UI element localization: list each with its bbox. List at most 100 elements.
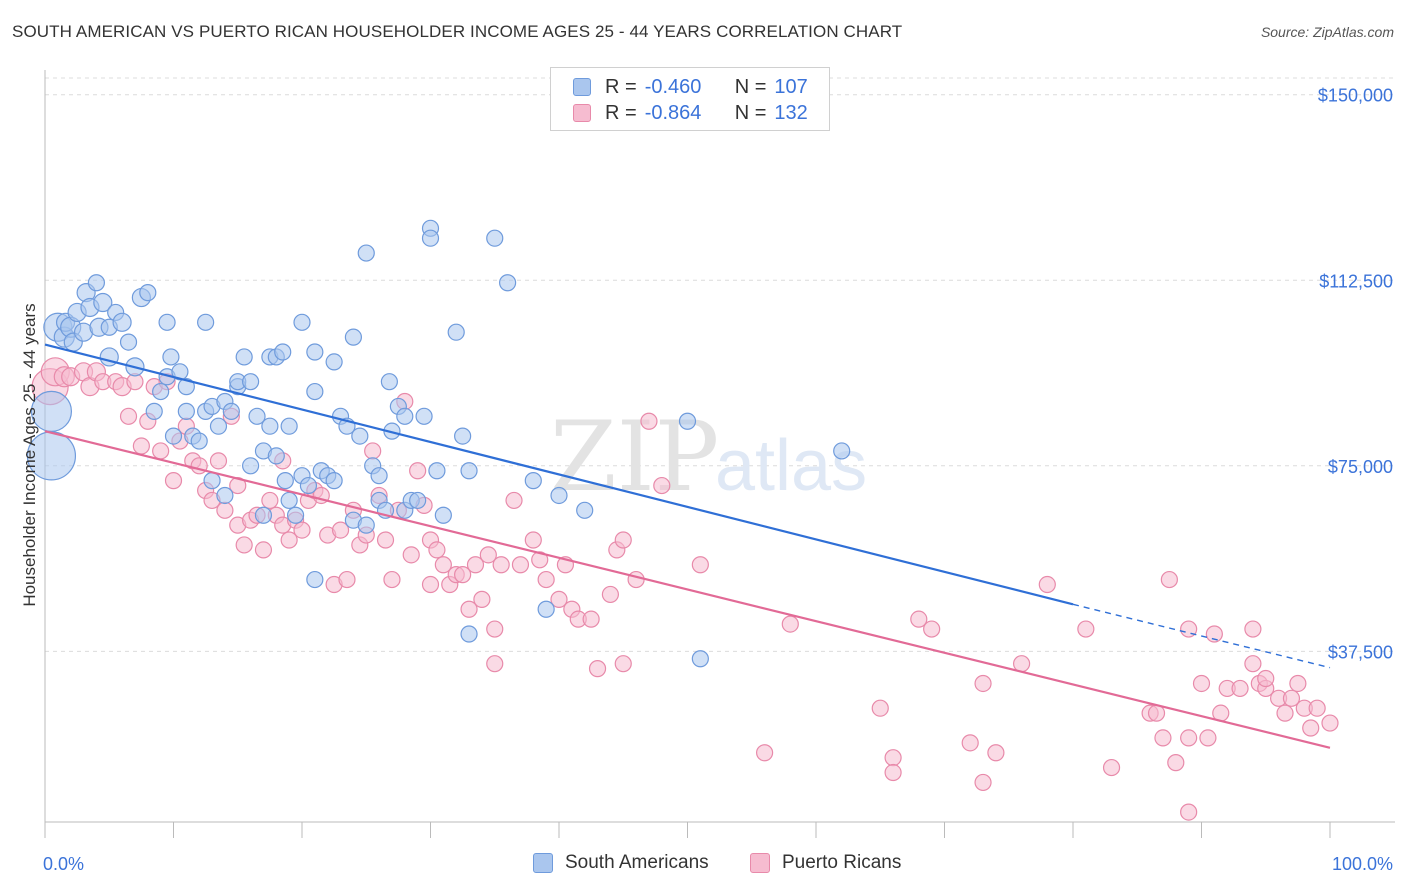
south-american-point	[460, 462, 478, 480]
puerto-rican-point	[1302, 719, 1320, 737]
legend-row-puerto-ricans: R = -0.864 N = 132	[573, 101, 808, 125]
puerto-rican-point	[254, 541, 273, 559]
bottom-legend-label: South Americans	[565, 852, 709, 873]
legend-n-label: N =	[734, 101, 767, 124]
y-tick-label: $150,000	[1318, 86, 1393, 106]
south-american-point	[280, 417, 298, 435]
puerto-rican-point	[1244, 655, 1262, 673]
puerto-rican-point	[524, 531, 542, 549]
puerto-rican-point	[492, 556, 510, 574]
south-american-point	[370, 467, 388, 485]
puerto-rican-point	[409, 462, 427, 480]
puerto-rican-point	[582, 610, 600, 628]
south-americans-points	[26, 219, 851, 668]
puerto-rican-point	[209, 452, 228, 470]
puerto-rican-point	[1231, 679, 1249, 698]
y-tick-label: $37,500	[1328, 642, 1393, 662]
south-american-point	[447, 323, 465, 341]
puerto-rican-point	[383, 570, 401, 589]
puerto-rican-point	[884, 749, 902, 767]
south-american-point	[286, 506, 305, 524]
puerto-rican-point	[505, 491, 523, 510]
puerto-rican-point	[1205, 625, 1223, 643]
puerto-rican-point	[235, 536, 253, 554]
south-american-point	[139, 284, 157, 302]
y-tick-label: $112,500	[1319, 271, 1393, 291]
south-american-point	[274, 343, 292, 361]
puerto-rican-point	[331, 521, 350, 539]
south-americans-trend-extension	[1072, 603, 1331, 669]
legend-n-label: N =	[734, 75, 767, 98]
legend-row-south-americans: R = -0.460 N = 107	[573, 75, 808, 99]
puerto-rican-point	[974, 674, 992, 693]
watermark: ZIP atlas	[550, 401, 867, 513]
south-american-point	[344, 328, 362, 346]
y-axis-label: Householder Income Ages 25 - 44 years	[20, 303, 39, 606]
puerto-rican-point	[640, 412, 658, 430]
puerto-rican-point	[1180, 729, 1198, 747]
puerto-rican-point	[537, 570, 555, 589]
south-american-point	[325, 472, 343, 490]
south-american-point	[152, 382, 170, 401]
south-american-point	[357, 516, 375, 534]
south-american-point	[691, 650, 709, 668]
south-american-point	[460, 625, 478, 643]
legend-r-value: -0.864	[644, 101, 702, 124]
puerto-rican-point	[910, 610, 928, 628]
south-american-point	[145, 402, 163, 420]
south-american-point	[112, 312, 132, 332]
puerto-rican-point	[653, 476, 671, 495]
south-american-point	[164, 427, 183, 445]
south-american-point	[261, 417, 279, 435]
trend-lines	[44, 343, 1331, 749]
south-american-point	[87, 274, 106, 292]
legend-r-label: R =	[605, 101, 637, 124]
legend-r-value: -0.460	[644, 75, 702, 98]
correlation-legend: R = -0.460 N = 107 R = -0.864 N = 132	[550, 67, 830, 131]
puerto-rican-point	[531, 551, 549, 569]
south-american-point	[454, 427, 472, 445]
south-american-point	[203, 472, 221, 490]
watermark-atlas: atlas	[715, 426, 867, 506]
puerto-rican-point	[280, 531, 298, 549]
south-american-point	[242, 373, 260, 391]
puerto-rican-point	[1199, 729, 1217, 747]
south-american-point	[158, 313, 176, 331]
puerto-rican-point	[152, 442, 170, 460]
south-american-point	[537, 600, 555, 618]
puerto-rican-point	[119, 407, 138, 425]
south-american-point	[396, 407, 414, 425]
puerto-rican-point	[454, 566, 472, 584]
puerto-rican-point	[961, 734, 979, 752]
puerto-rican-point	[550, 590, 568, 608]
bottom-legend-south-americans: South Americans	[533, 852, 709, 874]
puerto-rican-point	[466, 556, 485, 574]
south-american-point	[306, 382, 324, 401]
bottom-swatch-pink	[750, 853, 770, 873]
puerto-rican-point	[1012, 655, 1031, 673]
puerto-rican-point	[1077, 620, 1095, 638]
puerto-rican-point	[1282, 689, 1301, 707]
puerto-rican-point	[338, 570, 356, 589]
puerto-rican-point	[293, 521, 311, 539]
south-american-point	[524, 472, 542, 490]
puerto-rican-point	[923, 620, 941, 638]
south-american-point	[267, 447, 285, 465]
south-american-point	[177, 378, 195, 396]
bottom-swatch-blue	[533, 853, 553, 873]
puerto-rican-point	[614, 655, 632, 673]
puerto-rican-point	[479, 546, 497, 564]
puerto-rican-point	[421, 575, 440, 594]
puerto-rican-point	[781, 615, 799, 633]
puerto-rican-point	[588, 660, 607, 678]
puerto-rican-point	[1102, 758, 1121, 777]
puerto-rican-point	[164, 472, 183, 490]
puerto-rican-point	[627, 570, 645, 589]
puerto-rican-point	[1192, 674, 1211, 693]
south-american-point	[415, 407, 433, 425]
chart-title: SOUTH AMERICAN VS PUERTO RICAN HOUSEHOLD…	[12, 22, 903, 41]
south-american-point	[216, 486, 234, 505]
puerto-rican-point	[460, 600, 478, 618]
legend-swatch-pink	[573, 104, 591, 122]
